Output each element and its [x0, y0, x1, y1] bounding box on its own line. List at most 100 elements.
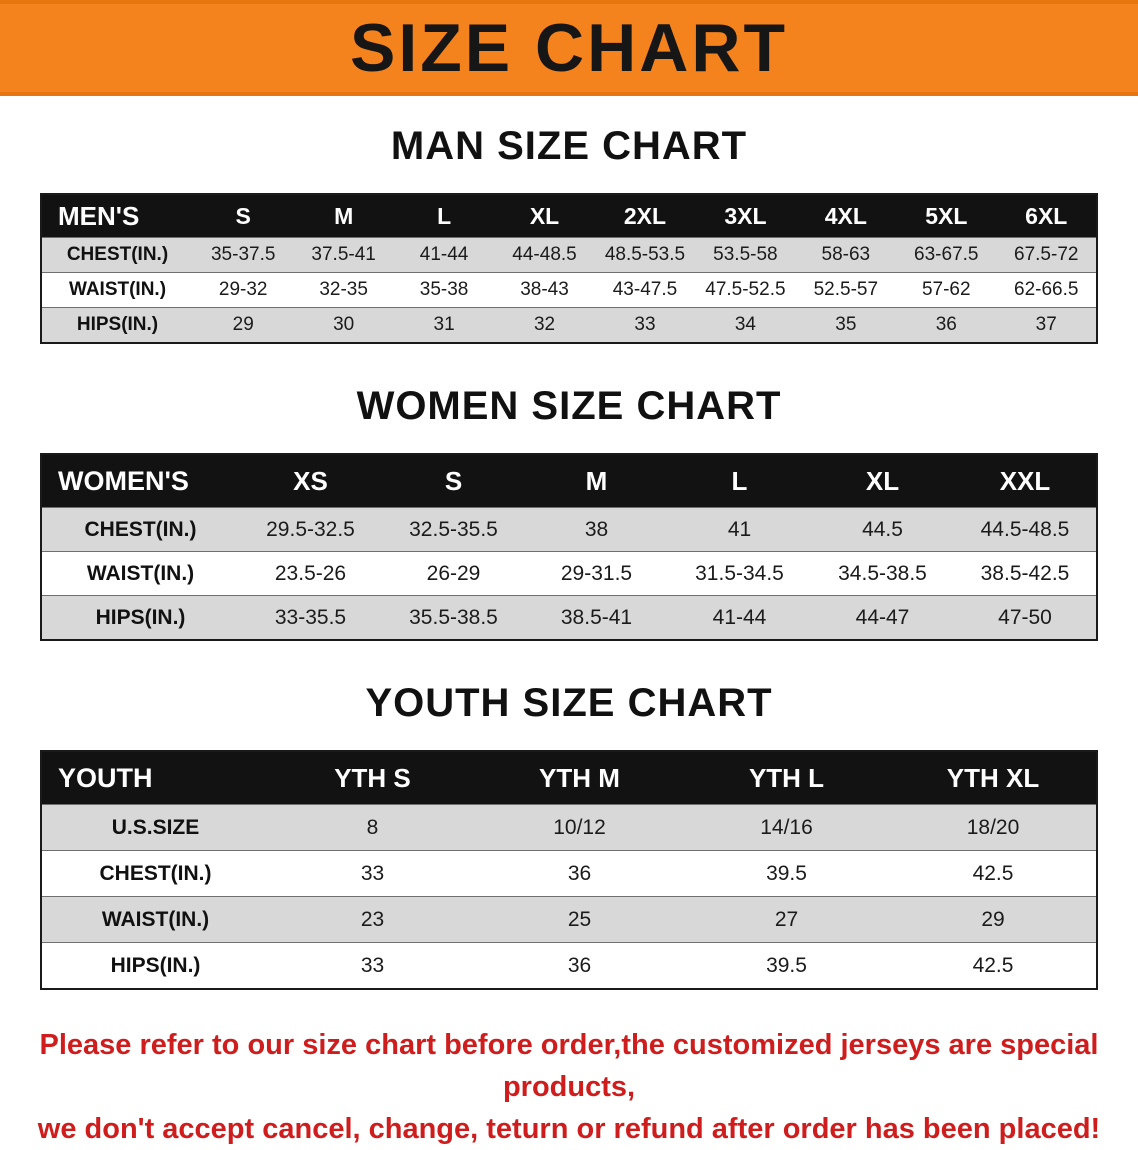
mens-section-title: MAN SIZE CHART: [390, 124, 748, 168]
mens-header-row: MEN'S S M L XL 2XL 3XL 4XL 5XL 6XL: [41, 194, 1097, 238]
mens-cell: 63-67.5: [896, 237, 997, 273]
womens-cell: 38.5-42.5: [954, 551, 1097, 596]
disclaimer-text: Please refer to our size chart before or…: [20, 1024, 1118, 1150]
youth-cell: 18/20: [890, 804, 1097, 851]
youth-header-row: YOUTH YTH S YTH M YTH L YTH XL: [41, 751, 1097, 805]
mens-cell: 53.5-58: [695, 237, 796, 273]
womens-column-header: XL: [811, 454, 954, 508]
youth-table-row: U.S.SIZE 8 10/12 14/16 18/20: [41, 804, 1097, 851]
youth-cell: 27: [683, 896, 890, 943]
mens-cell: 57-62: [896, 272, 997, 308]
youth-cell: 42.5: [890, 942, 1097, 989]
size-chart-banner: SIZE CHART: [0, 0, 1138, 96]
youth-column-header: YTH S: [269, 751, 476, 805]
youth-cell: 36: [476, 942, 683, 989]
youth-table-row: WAIST(IN.) 23 25 27 29: [41, 896, 1097, 943]
youth-cell: 23: [269, 896, 476, 943]
youth-table-row: HIPS(IN.) 33 36 39.5 42.5: [41, 942, 1097, 989]
womens-cell: 44.5: [811, 507, 954, 552]
womens-section-title: WOMEN SIZE CHART: [356, 384, 782, 428]
womens-column-header: M: [525, 454, 668, 508]
mens-row-label: WAIST(IN.): [41, 272, 193, 308]
womens-cell: 41-44: [668, 595, 811, 640]
youth-cell: 10/12: [476, 804, 683, 851]
womens-column-header: S: [382, 454, 525, 508]
mens-cell: 52.5-57: [795, 272, 897, 308]
youth-cell: 33: [269, 850, 476, 897]
mens-cell: 38-43: [494, 272, 595, 308]
mens-cell: 29: [193, 307, 294, 343]
mens-cell: 35-37.5: [193, 237, 294, 273]
page-title: SIZE CHART: [350, 10, 788, 86]
womens-cell: 34.5-38.5: [811, 551, 954, 596]
womens-column-header: L: [668, 454, 811, 508]
mens-table-row: HIPS(IN.) 29 30 31 32 33 34 35 36 37: [41, 307, 1097, 343]
mens-cell: 31: [393, 307, 495, 343]
mens-cell: 37: [996, 307, 1097, 343]
mens-cell: 37.5-41: [293, 237, 394, 273]
mens-column-header: 4XL: [795, 194, 897, 238]
youth-section-title: YOUTH SIZE CHART: [365, 681, 773, 725]
mens-column-header: S: [193, 194, 294, 238]
youth-cell: 39.5: [683, 942, 890, 989]
mens-cell: 58-63: [795, 237, 897, 273]
womens-row-label: CHEST(IN.): [41, 507, 239, 552]
womens-cell: 29-31.5: [525, 551, 668, 596]
womens-size-table: WOMEN'S XS S M L XL XXL CHEST(IN.) 29.5-32.5 32.5…: [40, 453, 1098, 641]
mens-table-row: CHEST(IN.) 35-37.5 37.5-41 41-44 44-48.5 48.5…: [41, 237, 1097, 273]
mens-column-header: L: [393, 194, 495, 238]
youth-row-label: WAIST(IN.): [41, 896, 269, 943]
mens-column-header: M: [293, 194, 394, 238]
youth-cell: 25: [476, 896, 683, 943]
mens-cell: 34: [695, 307, 796, 343]
womens-cell: 31.5-34.5: [668, 551, 811, 596]
mens-column-header: 3XL: [695, 194, 796, 238]
womens-cell: 32.5-35.5: [382, 507, 525, 552]
youth-header-label: YOUTH: [41, 751, 269, 805]
mens-row-label: HIPS(IN.): [41, 307, 193, 343]
womens-table-row: CHEST(IN.) 29.5-32.5 32.5-35.5 38 41 44.5 44.5…: [41, 507, 1097, 552]
mens-size-table: MEN'S S M L XL 2XL 3XL 4XL 5XL 6XL CHEST(IN.) 35-37…: [40, 193, 1098, 344]
mens-column-header: XL: [494, 194, 595, 238]
womens-cell: 26-29: [382, 551, 525, 596]
mens-row-label: CHEST(IN.): [41, 237, 193, 273]
mens-cell: 36: [896, 307, 997, 343]
youth-cell: 39.5: [683, 850, 890, 897]
mens-cell: 33: [594, 307, 696, 343]
womens-cell: 29.5-32.5: [239, 507, 382, 552]
disclaimer-line-2: we don't accept cancel, change, teturn o…: [37, 1113, 1101, 1146]
youth-size-table: YOUTH YTH S YTH M YTH L YTH XL U.S.SIZE 8 10/12…: [40, 750, 1098, 990]
womens-cell: 44-47: [811, 595, 954, 640]
youth-cell: 14/16: [683, 804, 890, 851]
mens-cell: 48.5-53.5: [594, 237, 696, 273]
womens-cell: 23.5-26: [239, 551, 382, 596]
womens-cell: 44.5-48.5: [954, 507, 1097, 552]
womens-column-header: XXL: [954, 454, 1097, 508]
youth-cell: 42.5: [890, 850, 1097, 897]
womens-cell: 38: [525, 507, 668, 552]
mens-cell: 32-35: [293, 272, 394, 308]
mens-table-row: WAIST(IN.) 29-32 32-35 35-38 38-43 43-47.5 47.…: [41, 272, 1097, 308]
mens-cell: 35-38: [393, 272, 495, 308]
youth-cell: 33: [269, 942, 476, 989]
womens-table-row: HIPS(IN.) 33-35.5 35.5-38.5 38.5-41 41-44 44-…: [41, 595, 1097, 640]
youth-row-label: U.S.SIZE: [41, 804, 269, 851]
womens-row-label: WAIST(IN.): [41, 551, 239, 596]
mens-cell: 44-48.5: [494, 237, 595, 273]
mens-column-header: 5XL: [896, 194, 997, 238]
disclaimer-line-1: Please refer to our size chart before or…: [39, 1029, 1099, 1104]
mens-cell: 29-32: [193, 272, 294, 308]
mens-cell: 35: [795, 307, 897, 343]
mens-cell: 67.5-72: [996, 237, 1097, 273]
mens-cell: 47.5-52.5: [695, 272, 796, 308]
mens-cell: 43-47.5: [594, 272, 696, 308]
womens-cell: 41: [668, 507, 811, 552]
youth-cell: 36: [476, 850, 683, 897]
youth-column-header: YTH M: [476, 751, 683, 805]
womens-header-row: WOMEN'S XS S M L XL XXL: [41, 454, 1097, 508]
youth-column-header: YTH XL: [890, 751, 1097, 805]
mens-cell: 41-44: [393, 237, 495, 273]
mens-cell: 62-66.5: [996, 272, 1097, 308]
womens-column-header: XS: [239, 454, 382, 508]
